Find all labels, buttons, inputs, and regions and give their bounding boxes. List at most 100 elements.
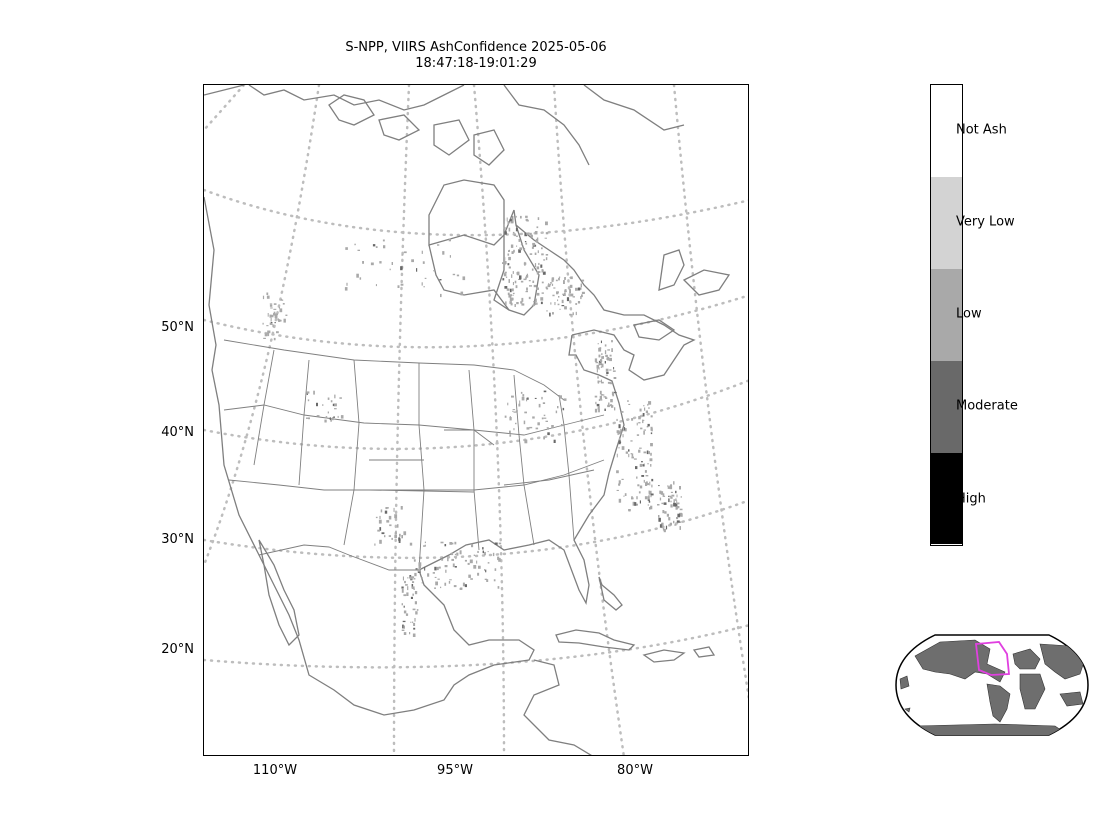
ash-pixel: [389, 268, 391, 271]
ash-pixel: [470, 578, 473, 580]
ash-pixel: [643, 405, 645, 407]
ash-pixel: [514, 280, 517, 284]
ash-pixel: [512, 294, 514, 296]
ash-pixel: [513, 234, 517, 237]
ash-pixel: [334, 394, 336, 399]
ash-pixel: [606, 372, 609, 374]
lon-label-80w: 80°W: [617, 763, 653, 778]
ash-pixel: [524, 411, 527, 414]
ash-pixel: [575, 311, 577, 316]
ash-pixel: [670, 484, 672, 488]
ash-pixel: [600, 379, 602, 383]
colorbar-segment-high: [931, 453, 962, 544]
ash-pixel: [434, 576, 437, 578]
ash-pixel: [449, 542, 453, 545]
ash-pixel: [424, 567, 426, 571]
ash-pixel: [464, 584, 467, 588]
ash-pixel: [605, 354, 608, 357]
ash-pixel: [577, 301, 581, 304]
ash-pixel: [515, 215, 517, 218]
ash-pixel: [581, 294, 583, 298]
ash-pixel: [509, 434, 512, 437]
ash-pixel: [519, 400, 521, 405]
ash-pixel: [570, 276, 573, 280]
ash-pixel: [651, 484, 653, 488]
ash-pixel: [677, 513, 681, 518]
border-row-2: [228, 459, 605, 491]
ash-pixel: [421, 282, 423, 286]
ash-pixel: [597, 406, 600, 410]
ash-pixel: [532, 242, 536, 246]
ash-pixel: [413, 622, 416, 626]
ash-pixel: [510, 294, 512, 297]
ash-pixel: [599, 347, 602, 349]
ash-pixel: [510, 218, 513, 221]
ash-pixel: [269, 314, 272, 318]
ash-pixel: [407, 586, 409, 591]
coastline-northeast: [513, 209, 696, 381]
ash-pixel: [409, 632, 411, 635]
ash-pixel: [543, 414, 546, 417]
ash-pixel: [387, 507, 389, 509]
ash-pixel: [484, 578, 488, 580]
ash-pixel: [440, 293, 442, 298]
ash-pixel: [611, 405, 614, 408]
ash-pixel: [624, 493, 627, 496]
coastline-baja: [258, 539, 300, 647]
colorbar: [930, 84, 963, 546]
ash-pixel: [558, 277, 560, 281]
ash-pixel: [609, 382, 613, 385]
ash-pixel: [673, 502, 676, 507]
ash-pixel: [623, 495, 625, 497]
ash-pixel: [372, 244, 376, 247]
ash-pixel: [401, 603, 403, 606]
ash-pixel: [520, 301, 523, 304]
ash-pixel: [609, 357, 612, 362]
ash-pixel: [536, 266, 540, 270]
ash-pixel: [370, 262, 374, 266]
graticule-lat-30: [204, 499, 748, 560]
ash-pixel: [513, 249, 515, 253]
ash-pixel: [526, 232, 529, 235]
ash-pixel: [639, 500, 641, 504]
ash-pixels: [262, 215, 683, 637]
ash-pixel: [639, 408, 642, 412]
ash-pixel: [628, 449, 630, 452]
ash-pixel: [267, 313, 269, 317]
ash-pixel: [650, 464, 652, 467]
ash-pixel: [380, 509, 383, 513]
ash-pixel: [505, 276, 508, 278]
ash-pixel: [403, 531, 407, 536]
ash-pixel: [547, 428, 549, 430]
ash-pixel: [444, 565, 448, 568]
ash-pixel: [627, 400, 629, 402]
ash-pixel: [677, 506, 680, 509]
ash-pixel: [534, 231, 538, 235]
ash-pixel: [266, 325, 269, 327]
ash-pixel: [511, 288, 514, 292]
ash-pixel: [330, 400, 333, 403]
border-us-mexico: [258, 544, 419, 571]
ash-pixel: [648, 407, 650, 409]
ash-pixel: [616, 418, 618, 421]
ash-pixel: [339, 397, 342, 399]
ash-pixel: [267, 330, 271, 334]
map-panel: [203, 84, 749, 756]
ash-pixel: [267, 332, 270, 337]
ash-pixel: [411, 586, 415, 589]
ash-pixel: [469, 559, 473, 564]
ash-pixel: [523, 247, 526, 251]
ash-pixel: [266, 295, 270, 299]
ash-pixel: [402, 576, 404, 581]
ash-pixel: [676, 517, 679, 520]
ash-pixel: [398, 537, 401, 541]
graticule-lon-95: [472, 85, 506, 755]
ash-pixel: [518, 403, 521, 407]
ash-pixel: [531, 246, 534, 249]
ash-pixel: [618, 484, 621, 486]
ash-pixel: [538, 403, 541, 408]
ash-pixel: [644, 496, 648, 500]
ash-pixel: [510, 244, 514, 248]
ash-pixel: [444, 544, 447, 547]
ash-pixel: [612, 370, 616, 372]
